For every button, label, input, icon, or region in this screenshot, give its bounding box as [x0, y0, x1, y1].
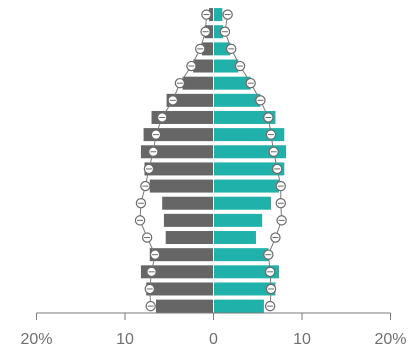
left-marker-point-11	[135, 198, 147, 209]
left-bar-4	[182, 76, 214, 90]
left-marker-point-5	[167, 95, 178, 106]
lines-layer	[134, 9, 287, 312]
left-bar-3	[193, 59, 214, 73]
right-marker-line	[224, 14, 283, 307]
right-marker-point-15	[264, 266, 276, 278]
left-marker-point-10	[140, 180, 151, 192]
left-marker-line	[139, 14, 207, 307]
right-bar-17	[213, 299, 264, 313]
left-bar-11	[162, 196, 214, 210]
right-bar-2	[213, 42, 231, 56]
right-marker-point-16	[265, 283, 277, 295]
right-marker-point-12	[276, 215, 287, 226]
right-marker-point-4	[245, 77, 256, 89]
right-marker-point-3	[234, 60, 246, 72]
right-marker-point-10	[275, 180, 286, 192]
left-bar-8	[140, 145, 214, 159]
right-marker-point-9	[272, 163, 283, 175]
left-bar-2	[202, 42, 214, 56]
left-bar-14	[149, 248, 214, 262]
left-bar-13	[165, 231, 214, 245]
right-bar-9	[213, 162, 285, 176]
left-marker-point-17	[145, 300, 156, 312]
left-bar-6	[151, 110, 214, 124]
bars-layer	[140, 4, 287, 313]
left-marker-point-3	[186, 60, 197, 72]
left-marker-point-2	[195, 43, 206, 55]
right-bar-13	[213, 231, 256, 245]
left-marker-point-9	[143, 163, 155, 175]
x-tick-label-4: 20%	[374, 331, 406, 348]
left-marker-point-7	[150, 129, 162, 140]
left-marker-point-0	[201, 9, 212, 20]
right-bar-11	[213, 196, 272, 210]
right-marker-point-0	[222, 9, 233, 20]
left-bar-9	[144, 162, 214, 176]
right-marker-point-14	[263, 249, 274, 260]
right-marker-point-1	[219, 26, 231, 37]
right-bar-4	[213, 76, 251, 90]
left-bar-15	[140, 265, 214, 279]
right-bar-16	[213, 282, 276, 296]
left-bar-12	[163, 213, 214, 227]
right-bar-12	[213, 213, 263, 227]
right-bar-3	[213, 59, 239, 73]
right-marker-point-17	[264, 300, 276, 312]
left-bar-16	[146, 282, 214, 296]
right-marker-point-13	[270, 232, 281, 243]
right-bar-5	[213, 93, 261, 107]
right-marker-point-7	[265, 129, 277, 140]
left-marker-point-4	[174, 77, 186, 89]
left-marker-point-8	[148, 146, 159, 157]
right-bar-0	[213, 8, 223, 22]
left-marker-point-12	[134, 215, 146, 226]
left-marker-point-6	[156, 112, 168, 123]
left-bar-5	[166, 93, 214, 107]
right-bar-6	[213, 110, 276, 124]
left-bar-10	[149, 179, 214, 193]
left-bar-7	[143, 128, 214, 142]
x-tick-label-3: 10	[293, 331, 311, 348]
x-axis: 20% 10 0 10 20%	[20, 312, 407, 348]
right-marker-point-8	[268, 146, 279, 157]
x-tick-label-1: 10	[116, 331, 134, 348]
left-marker-point-13	[141, 232, 153, 243]
right-bar-1	[213, 25, 224, 39]
right-bar-7	[213, 128, 285, 142]
left-marker-point-16	[144, 283, 155, 295]
left-marker-point-1	[200, 26, 211, 37]
right-bar-15	[213, 265, 279, 279]
right-marker-point-11	[275, 198, 286, 209]
right-marker-point-5	[255, 95, 266, 106]
right-bar-14	[213, 248, 269, 262]
x-tick-label-2: 0	[209, 331, 218, 348]
left-bar-17	[155, 299, 214, 313]
left-marker-point-14	[149, 249, 161, 260]
right-bar-8	[213, 145, 287, 159]
right-marker-point-6	[263, 112, 274, 123]
x-tick-label-0: 20%	[20, 331, 52, 348]
right-marker-point-2	[225, 43, 237, 55]
right-bar-10	[213, 179, 279, 193]
left-marker-point-15	[146, 266, 157, 278]
